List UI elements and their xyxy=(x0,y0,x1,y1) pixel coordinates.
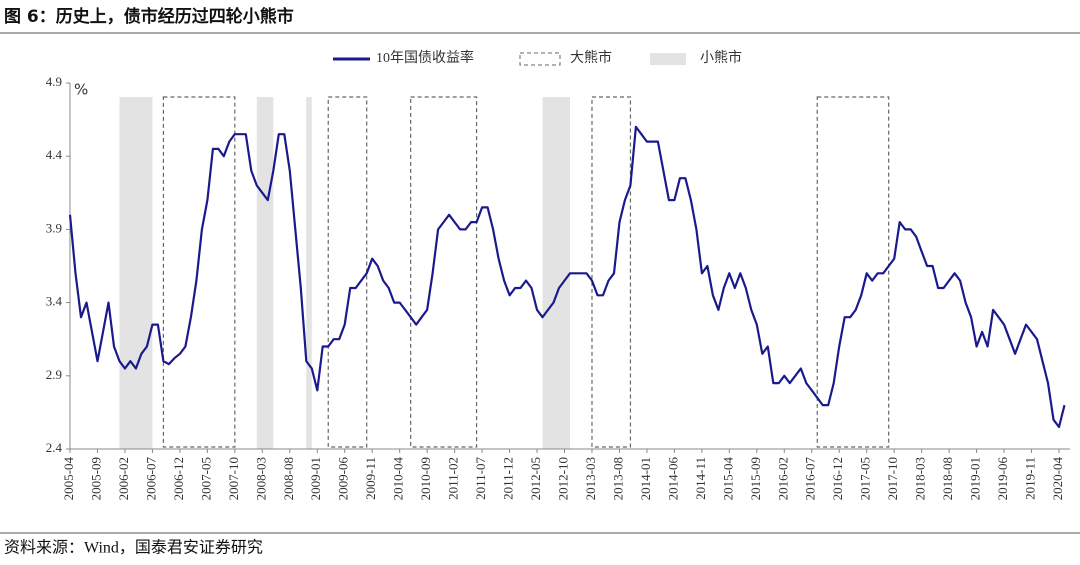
big-bear-band xyxy=(410,96,478,448)
x-tick-label: 2020-04 xyxy=(1050,457,1065,501)
x-tick-label: 2018-03 xyxy=(913,457,928,500)
legend-swatch xyxy=(519,52,561,66)
x-tick-label: 2005-09 xyxy=(88,457,103,500)
x-tick-label: 2015-04 xyxy=(720,457,735,501)
legend-label: 小熊市 xyxy=(700,49,742,66)
x-tick-label: 2007-05 xyxy=(198,457,213,500)
y-tick-label: 4.9 xyxy=(46,74,62,89)
y-tick-label: 3.9 xyxy=(46,220,62,235)
x-tick-label: 2010-09 xyxy=(418,457,433,500)
big-bear-band xyxy=(591,96,632,448)
x-tick-label: 2016-12 xyxy=(830,457,845,500)
x-tick-label: 2014-11 xyxy=(693,457,708,500)
x-tick-label: 2018-08 xyxy=(940,457,955,500)
x-tick-label: 2007-10 xyxy=(226,457,241,500)
x-tick-label: 2009-01 xyxy=(308,457,323,500)
x-tick-label: 2019-06 xyxy=(995,457,1010,501)
x-tick-label: 2011-02 xyxy=(446,457,461,500)
x-tick-label: 2019-11 xyxy=(1023,457,1038,500)
x-tick-label: 2008-03 xyxy=(253,457,268,500)
big-bear-band xyxy=(816,96,890,448)
source: 资料来源：Wind，国泰君安证券研究 xyxy=(4,539,263,557)
x-tick-label: 2006-02 xyxy=(116,457,131,500)
yield-line xyxy=(68,125,1066,429)
x-tick-label: 2016-02 xyxy=(775,457,790,500)
legend-label: 10年国债收益率 xyxy=(376,49,474,66)
small-bear-band xyxy=(542,97,570,449)
x-tick-label: 2012-05 xyxy=(528,457,543,500)
x-tick-label: 2010-04 xyxy=(391,457,406,501)
x-tick-label: 2006-07 xyxy=(143,457,158,501)
x-tick-label: 2017-05 xyxy=(858,457,873,500)
x-tick-label: 2017-10 xyxy=(885,457,900,500)
x-tick-label: 2013-08 xyxy=(610,457,625,500)
big-bear-band xyxy=(327,96,368,448)
legend-label: 大熊市 xyxy=(570,49,612,66)
small-bear-band xyxy=(306,97,312,449)
small-bear-band xyxy=(256,97,274,449)
x-tick-label: 2011-07 xyxy=(473,457,488,500)
x-tick-label: 2009-06 xyxy=(336,457,351,501)
big-bear-band xyxy=(162,96,236,448)
x-tick-label: 2019-01 xyxy=(968,457,983,500)
x-tick-label: 2006-12 xyxy=(171,457,186,500)
x-tick-label: 2013-03 xyxy=(583,457,598,500)
x-tick-label: 2008-08 xyxy=(281,457,296,500)
x-tick-label: 2014-01 xyxy=(638,457,653,500)
y-tick-label: 2.4 xyxy=(46,440,63,455)
y-tick-label: 2.9 xyxy=(46,367,62,382)
x-tick-label: 2011-12 xyxy=(501,457,516,500)
y-axis-label: % xyxy=(74,81,88,99)
x-tick-label: 2015-09 xyxy=(748,457,763,500)
y-tick-label: 3.4 xyxy=(46,294,63,309)
x-tick-label: 2012-10 xyxy=(555,457,570,500)
x-tick-label: 2009-11 xyxy=(363,457,378,500)
x-tick-label: 2016-07 xyxy=(803,457,818,501)
chart-title: 图 6：历史上，债市经历过四轮小熊市 xyxy=(4,6,294,27)
legend-swatch xyxy=(650,53,686,65)
y-tick-label: 4.4 xyxy=(46,147,63,162)
x-tick-label: 2014-06 xyxy=(665,457,680,501)
x-tick-label: 2005-04 xyxy=(61,457,76,501)
small-bear-band xyxy=(119,97,153,449)
